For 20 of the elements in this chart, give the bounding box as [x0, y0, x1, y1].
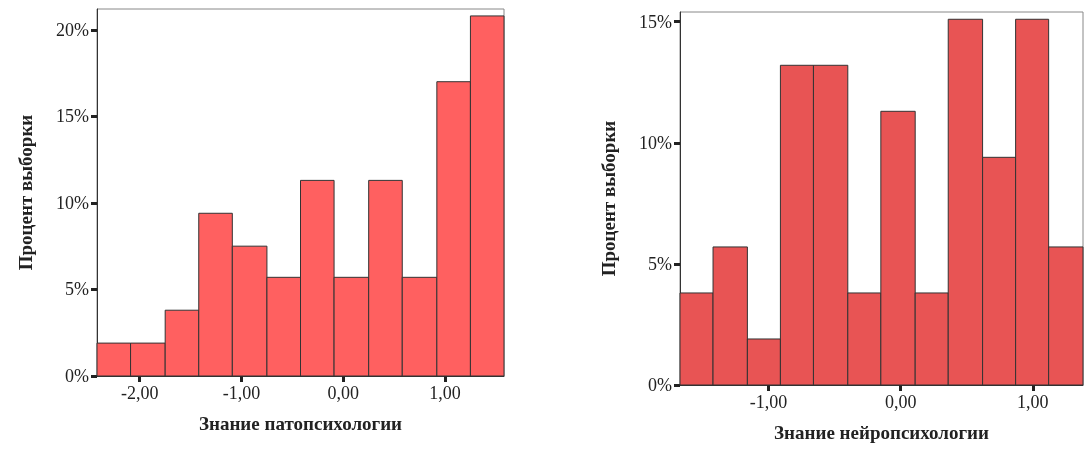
- x-tick-label: -1,00: [749, 392, 788, 412]
- y-tick-label: 20%: [56, 19, 89, 40]
- y-tick-label: 15%: [56, 106, 89, 127]
- y-tick-label: 10%: [639, 132, 672, 153]
- x-axis-title: Знание патопсихологии: [198, 413, 403, 434]
- y-tick-label: 10%: [56, 192, 89, 213]
- x-tick-label: -1,00: [222, 383, 261, 403]
- x-tick-label: 1,00: [429, 383, 461, 403]
- x-tick-label: 0,00: [884, 392, 917, 412]
- y-axis-title: Процент выборки: [15, 114, 36, 271]
- x-tick-label: 0,00: [327, 383, 359, 403]
- y-axis-title: Процент выборки: [598, 120, 619, 277]
- x-axis-title: Знание нейропсихологии: [774, 422, 990, 443]
- x-tick-label: -2,00: [120, 383, 159, 403]
- y-tick-label: 15%: [639, 11, 672, 32]
- x-tick-label: 1,00: [1017, 392, 1049, 412]
- y-tick-label: 0%: [65, 366, 89, 386]
- y-tick-label: 5%: [648, 253, 672, 274]
- y-tick-label: 5%: [65, 279, 89, 300]
- y-tick-label: 0%: [648, 375, 672, 395]
